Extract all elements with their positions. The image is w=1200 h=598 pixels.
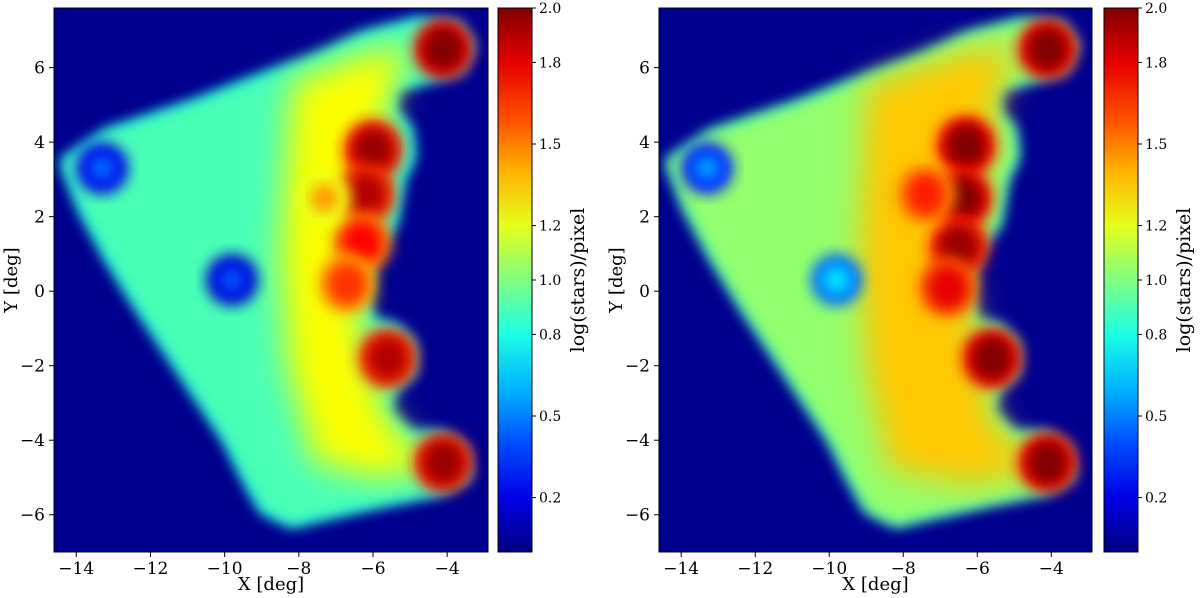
y-tick-label: −2 (20, 357, 45, 377)
density-peak (423, 440, 464, 485)
y-axis-label: Y [deg] (606, 247, 627, 313)
x-axis-label: X [deg] (238, 574, 304, 595)
density-map (666, 18, 1078, 526)
colorbar-tick-label: 1.5 (1145, 137, 1167, 153)
density-peak (938, 224, 979, 269)
density-peak (1027, 26, 1068, 71)
density-peak (327, 261, 368, 306)
density-peak (353, 127, 394, 172)
colorbar-scale (497, 7, 533, 553)
colorbar-tick-label: 2.0 (1145, 1, 1167, 17)
x-tick-label: −8 (891, 559, 916, 579)
colorbar-tick-label: 0.8 (1145, 327, 1167, 343)
density-peak (693, 154, 722, 183)
x-tick-label: −6 (965, 559, 990, 579)
axes-frame (53, 7, 489, 553)
density-peak (972, 336, 1013, 381)
x-tick-label: −8 (286, 559, 311, 579)
density-peak (927, 265, 968, 310)
colorbar-tick-label: 0.5 (539, 409, 561, 425)
panel-left: −14 −12 −10 −8 −6 −4 −6 −4 −2 0 2 4 6 X [deg] Y [deg] 0… (1, 1, 589, 595)
y-tick-label: 6 (34, 59, 45, 79)
colorbar-label: log(stars)/pixel (1173, 208, 1195, 353)
density-peak (310, 184, 339, 213)
y-tick-label: −6 (20, 506, 45, 526)
density-peak (822, 266, 851, 294)
y-tick-label: 0 (639, 282, 650, 302)
y-tick-label: 4 (34, 133, 45, 153)
density-peak (367, 336, 408, 381)
colorbar-tick-label: 1.2 (539, 219, 561, 235)
colorbar-tick-label: 1.2 (1145, 219, 1167, 235)
x-tick-label: −4 (1039, 559, 1064, 579)
y-tick-label: −6 (625, 506, 650, 526)
colorbar: 0.2 0.5 0.8 1.0 1.2 1.5 1.8 2.0 log(stars)/pixel (1103, 1, 1195, 553)
density-peak (1027, 440, 1068, 485)
y-tick-label: −4 (625, 431, 650, 451)
x-tick-label: −14 (58, 559, 94, 579)
colorbar-label: log(stars)/pixel (567, 208, 589, 353)
density-peak (345, 172, 386, 217)
x-axis-label: X [deg] (842, 574, 908, 595)
y-tick-label: −4 (20, 431, 45, 451)
density-peak (218, 266, 247, 294)
colorbar-tick-label: 1.8 (539, 55, 561, 71)
x-tick-label: −12 (132, 559, 168, 579)
x-tick-label: −10 (811, 559, 847, 579)
density-ridge (280, 45, 440, 478)
colorbar-tick-label: 0.5 (1145, 409, 1167, 425)
x-tick-label: −14 (663, 559, 699, 579)
colorbar-tick-label: 1.0 (1145, 273, 1167, 289)
y-tick-label: 4 (639, 133, 650, 153)
panel-right: −14 −12 −10 −8 −6 −4 −6 −4 −2 0 2 4 6 X [deg] Y [deg] 0… (606, 1, 1195, 595)
density-peak (905, 172, 946, 217)
density-map (61, 18, 474, 526)
x-tick-label: −6 (360, 559, 385, 579)
y-tick-label: 2 (639, 208, 650, 228)
y-tick-label: −2 (625, 357, 650, 377)
colorbar-tick-label: 1.0 (539, 273, 561, 289)
x-tick-label: −10 (207, 559, 243, 579)
density-peak (423, 26, 464, 71)
y-axis-label: Y [deg] (1, 247, 22, 313)
colorbar-scale (1103, 7, 1139, 553)
x-tick-label: −12 (737, 559, 773, 579)
density-peak (341, 220, 382, 265)
x-tick-label: −4 (435, 559, 460, 579)
colorbar-tick-label: 1.5 (539, 137, 561, 153)
density-peak (88, 154, 117, 183)
colorbar-tick-label: 1.8 (1145, 55, 1167, 71)
colorbar-tick-label: 0.2 (539, 491, 561, 507)
axes-frame (658, 7, 1093, 553)
colorbar: 0.2 0.5 0.8 1.0 1.2 1.5 1.8 2.0 log(stars)/pixel (497, 1, 589, 553)
colorbar-tick-label: 0.2 (1145, 491, 1167, 507)
y-tick-label: 6 (639, 59, 650, 79)
y-tick-label: 2 (34, 208, 45, 228)
density-peak (946, 123, 987, 168)
y-tick-label: 0 (34, 282, 45, 302)
colorbar-tick-label: 0.8 (539, 327, 561, 343)
colorbar-tick-label: 2.0 (539, 1, 561, 17)
